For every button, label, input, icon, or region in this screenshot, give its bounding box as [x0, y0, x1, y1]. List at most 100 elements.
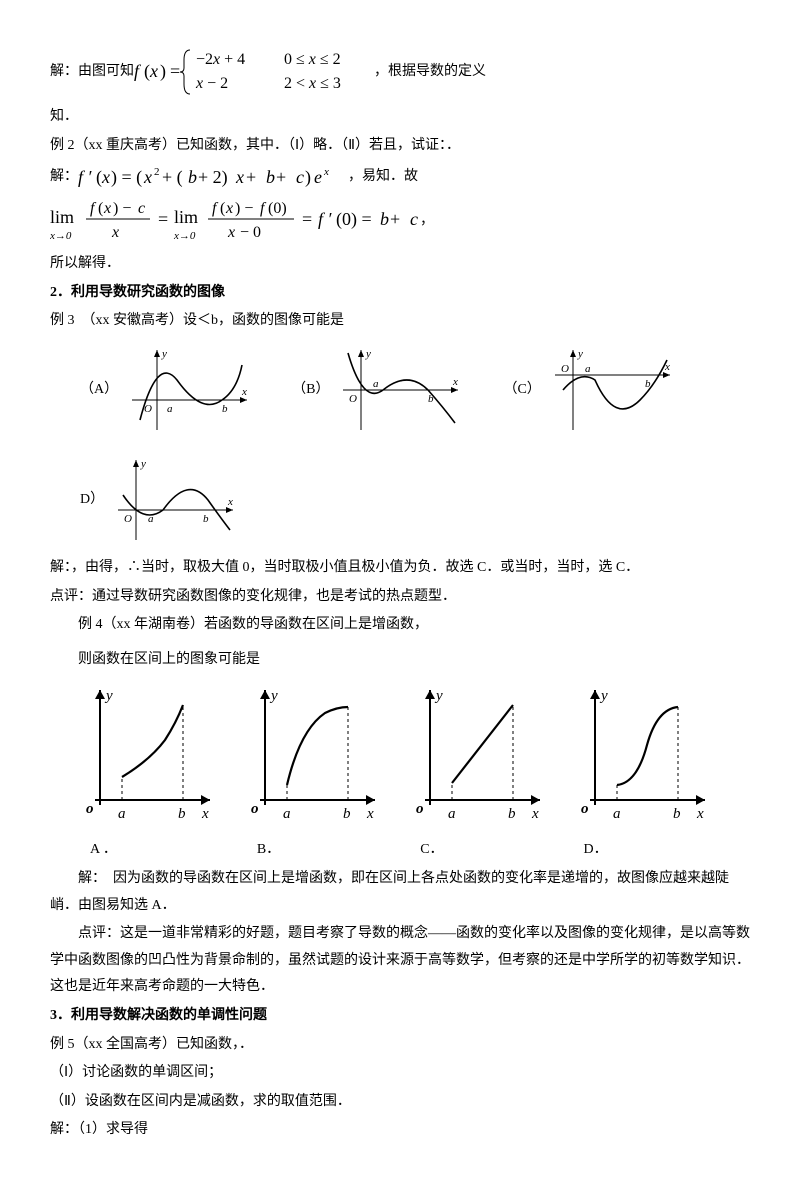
svg-text:o: o [416, 801, 424, 817]
line-fprime: 解： f ′ ( x ) = ( x 2 + ( b + 2) x + b + … [50, 163, 750, 191]
txt: 则函数在区间上的图象可能是 [50, 647, 750, 674]
label-B: （B） [292, 377, 329, 404]
svg-text:y: y [161, 348, 167, 360]
svg-text:x: x [101, 167, 110, 187]
line-piecewise: 解：由图可知 f ( x ) = −2x + 4 0 ≤ x ≤ 2 x − 2… [50, 44, 750, 100]
svg-text:+: + [276, 167, 286, 187]
svg-text:b: b [343, 806, 351, 822]
svg-text:x: x [201, 806, 209, 822]
svg-text:y: y [599, 688, 608, 704]
svg-text:): ) [160, 61, 166, 82]
svg-text:o: o [86, 801, 94, 817]
options-row: A ． B． C． D． [90, 837, 750, 864]
svg-text:x: x [323, 166, 329, 178]
txt: 解： 因为函数的导函数在区间上是增函数，即在区间上各点处函数的变化率是递增的，故… [50, 866, 750, 919]
svg-text:a: a [448, 806, 456, 822]
svg-text:+: + [390, 209, 400, 229]
txt: 所以解得． [50, 251, 750, 278]
svg-text:=: = [170, 61, 180, 81]
svg-text:y: y [434, 688, 443, 704]
opt-C: C． [420, 837, 443, 864]
svg-text:b: b [266, 167, 275, 187]
graph-A-svg: O a b x y [122, 345, 252, 435]
graph2-B: o a b x y [245, 685, 380, 825]
svg-text:y: y [365, 348, 371, 360]
svg-text:2 < x ≤ 3: 2 < x ≤ 3 [284, 75, 341, 92]
svg-text:O: O [349, 393, 357, 405]
svg-text:+ (: + ( [162, 167, 183, 188]
graph-D: D） O a b x y [80, 455, 238, 545]
svg-text:x: x [227, 224, 235, 241]
svg-text:−2x + 4: −2x + 4 [196, 51, 245, 68]
limit-formula: lim x→0 f ( x ) − c x = lim x→0 f ( x ) … [50, 195, 750, 247]
heading-3: 3．利用导数解决函数的单调性问题 [50, 1003, 750, 1030]
graph2-C: o a b x y [410, 685, 545, 825]
svg-text:b: b [508, 806, 516, 822]
graph-A: （A） O a b x y [80, 345, 252, 435]
svg-text:): ) [305, 167, 311, 188]
svg-text:lim: lim [50, 207, 74, 227]
txt: 解：，由得，∴当时，取极大值 0，当时取极小值且极小值为负．故选 C．或当时，当… [50, 555, 750, 582]
svg-text:b: b [380, 209, 389, 229]
label-A: （A） [80, 377, 118, 404]
graph-grid-1: （A） O a b x y （B） O a b x y （C [80, 345, 750, 545]
svg-text:a: a [585, 363, 591, 375]
piecewise-formula: f ( x ) = −2x + 4 0 ≤ x ≤ 2 x − 2 2 < x … [134, 44, 374, 100]
svg-text:) −: ) − [235, 200, 253, 217]
svg-text:b: b [673, 806, 681, 822]
svg-text:x: x [227, 496, 233, 508]
svg-text:x→0: x→0 [173, 230, 196, 242]
limit-svg: lim x→0 f ( x ) − c x = lim x→0 f ( x ) … [50, 195, 420, 247]
txt: 解： [50, 164, 78, 191]
svg-text:lim: lim [174, 207, 198, 227]
svg-text:y: y [140, 458, 146, 470]
svg-text:c: c [410, 209, 418, 229]
svg-text:x: x [452, 376, 458, 388]
graph-B-svg: O a b x y [333, 345, 463, 435]
txt: 解：由图可知 [50, 59, 134, 86]
txt: 例 4（xx 年湖南卷）若函数的导函数在区间上是增函数， [50, 612, 750, 639]
svg-text:a: a [613, 806, 621, 822]
svg-text:c: c [296, 167, 304, 187]
txt: 解：（1）求导得 [50, 1117, 750, 1144]
svg-text:o: o [251, 801, 259, 817]
svg-text:x: x [366, 806, 374, 822]
svg-text:f: f [212, 200, 219, 217]
svg-text:x: x [696, 806, 704, 822]
svg-text:+ 2): + 2) [198, 167, 228, 188]
svg-text:x: x [149, 61, 158, 81]
svg-text:o: o [581, 801, 589, 817]
svg-text:a: a [118, 806, 126, 822]
svg-text:x − 2: x − 2 [195, 75, 228, 92]
svg-text:f ′: f ′ [78, 167, 93, 187]
graph-D-svg: O a b x y [108, 455, 238, 545]
svg-text:b: b [222, 403, 228, 415]
svg-text:b: b [178, 806, 186, 822]
svg-text:(: ( [220, 200, 225, 217]
heading-2: 2．利用导数研究函数的图像 [50, 280, 750, 307]
svg-text:y: y [577, 348, 583, 360]
txt: ，根据导数的定义 [374, 59, 486, 86]
txt: ， [420, 208, 434, 235]
txt: 例 3 （xx 安徽高考）设＜b，函数的图像可能是 [50, 308, 750, 335]
svg-text:y: y [269, 688, 278, 704]
svg-text:f: f [134, 61, 142, 81]
fprime-formula: f ′ ( x ) = ( x 2 + ( b + 2) x + b + c )… [78, 163, 348, 191]
svg-text:=: = [302, 209, 312, 229]
graph-row-2: o a b x y o a b x y o a b x y [80, 685, 750, 825]
svg-text:b: b [203, 513, 209, 525]
svg-text:=: = [158, 209, 168, 229]
svg-text:a: a [283, 806, 291, 822]
svg-text:x: x [111, 224, 119, 241]
svg-text:x: x [241, 386, 247, 398]
svg-text:) = (: ) = ( [111, 167, 142, 188]
txt: ，易知．故 [348, 164, 418, 191]
svg-text:x: x [103, 200, 111, 217]
txt: 点评：通过导数研究函数图像的变化规律，也是考试的热点题型． [50, 584, 750, 611]
opt-D: D． [584, 837, 608, 864]
svg-text:b: b [188, 167, 197, 187]
svg-text:f ′: f ′ [318, 209, 333, 229]
txt: 点评：这是一道非常精彩的好题，题目考察了导数的概念——函数的变化率以及图像的变化… [50, 921, 750, 1001]
graph-B: （B） O a b x y [292, 345, 463, 435]
svg-text:0 ≤ x ≤ 2: 0 ≤ x ≤ 2 [284, 51, 341, 68]
